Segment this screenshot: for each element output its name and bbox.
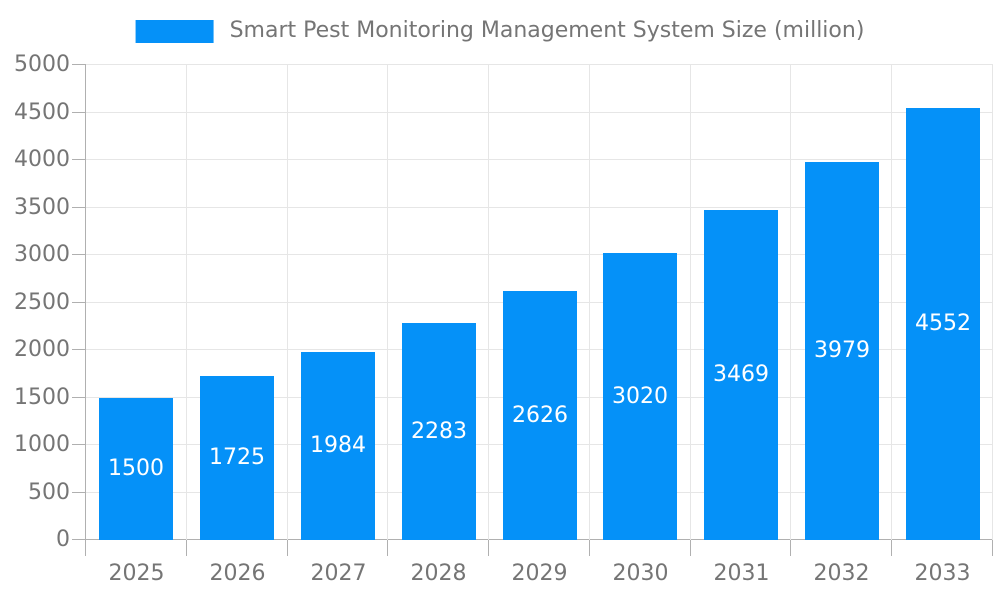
x-tick — [488, 540, 489, 556]
bar-value-label: 4552 — [915, 311, 971, 336]
y-axis-label: 1000 — [14, 432, 70, 457]
y-tick — [72, 207, 86, 208]
y-tick — [72, 444, 86, 445]
y-axis-label: 0 — [56, 527, 70, 552]
y-axis-label: 2000 — [14, 337, 70, 362]
x-tick — [690, 540, 691, 556]
y-axis-label: 500 — [28, 480, 70, 505]
bar-2025[interactable] — [99, 398, 173, 540]
x-tick — [589, 540, 590, 556]
y-axis-label: 5000 — [14, 52, 70, 77]
y-axis-label: 3000 — [14, 242, 70, 267]
legend-swatch — [135, 19, 214, 43]
gridline-v — [488, 65, 489, 540]
gridline-h — [86, 64, 993, 65]
bar-2027[interactable] — [301, 352, 375, 540]
x-axis-label: 2031 — [713, 561, 770, 586]
y-tick — [72, 254, 86, 255]
legend-item[interactable]: Smart Pest Monitoring Management System … — [135, 18, 865, 43]
legend-title: Smart Pest Monitoring Management System … — [229, 18, 865, 43]
x-tick — [287, 540, 288, 556]
gridline-v — [690, 65, 691, 540]
gridline-v — [891, 65, 892, 540]
bar-value-label: 1984 — [310, 433, 366, 458]
y-tick — [72, 397, 86, 398]
x-axis-label: 2028 — [410, 561, 467, 586]
y-axis-label: 3500 — [14, 195, 70, 220]
x-tick — [992, 540, 993, 556]
bar-2032[interactable] — [805, 162, 879, 540]
bar-value-label: 3979 — [814, 338, 870, 363]
y-tick — [72, 159, 86, 160]
y-tick — [72, 539, 86, 540]
x-axis-label: 2032 — [813, 561, 870, 586]
gridline-h — [86, 112, 993, 113]
y-axis-label: 1500 — [14, 385, 70, 410]
x-axis-label: 2026 — [209, 561, 266, 586]
bar-2029[interactable] — [503, 291, 577, 540]
gridline-v — [992, 65, 993, 540]
gridline-v — [387, 65, 388, 540]
bar-2030[interactable] — [603, 253, 677, 540]
x-axis-label: 2029 — [511, 561, 568, 586]
y-axis-label: 4500 — [14, 100, 70, 125]
x-tick — [790, 540, 791, 556]
gridline-h — [86, 207, 993, 208]
x-tick — [186, 540, 187, 556]
x-axis-label: 2030 — [612, 561, 669, 586]
y-axis-label: 4000 — [14, 147, 70, 172]
bar-value-label: 3469 — [713, 362, 769, 387]
x-axis-label: 2033 — [914, 561, 971, 586]
y-tick — [72, 349, 86, 350]
x-tick — [891, 540, 892, 556]
gridline-v — [287, 65, 288, 540]
bar-value-label: 1500 — [108, 456, 164, 481]
bar-value-label: 2283 — [411, 419, 467, 444]
y-tick — [72, 302, 86, 303]
y-tick — [72, 112, 86, 113]
x-axis-label: 2027 — [310, 561, 367, 586]
bar-2031[interactable] — [704, 210, 778, 540]
gridline-h — [86, 254, 993, 255]
gridline-v — [186, 65, 187, 540]
bar-value-label: 3020 — [612, 384, 668, 409]
bar-2028[interactable] — [402, 323, 476, 540]
y-axis-label: 2500 — [14, 290, 70, 315]
x-tick — [387, 540, 388, 556]
y-tick — [72, 492, 86, 493]
gridline-h — [86, 159, 993, 160]
x-axis-label: 2025 — [108, 561, 165, 586]
gridline-v — [790, 65, 791, 540]
bar-value-label: 2626 — [512, 403, 568, 428]
bar-2033[interactable] — [906, 108, 980, 540]
gridline-v — [589, 65, 590, 540]
bar-2026[interactable] — [200, 376, 274, 540]
y-axis-line — [85, 65, 86, 556]
y-tick — [72, 64, 86, 65]
bar-value-label: 1725 — [209, 445, 265, 470]
